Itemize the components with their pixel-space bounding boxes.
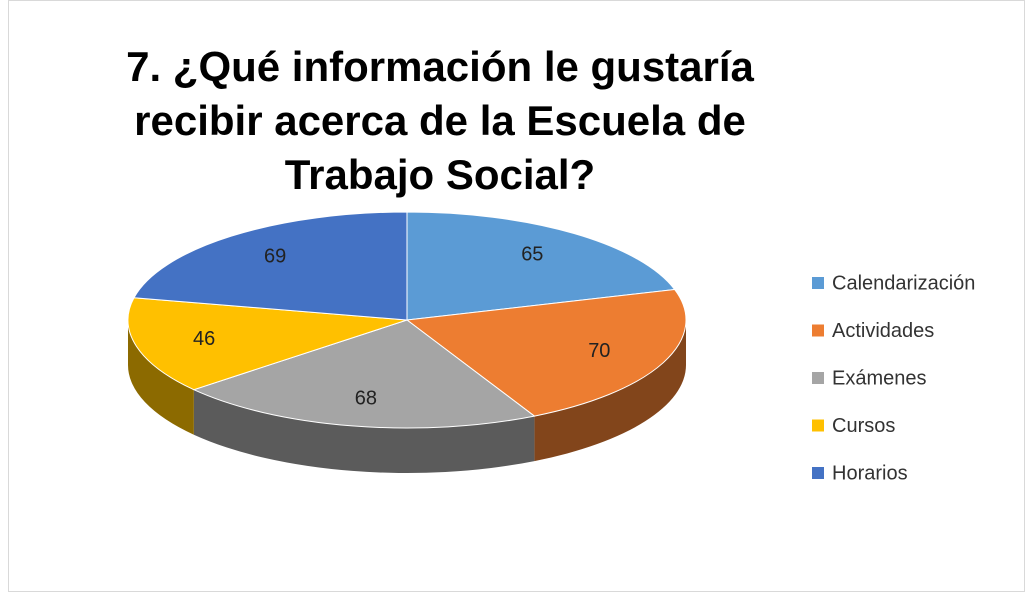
chart-frame [8, 0, 1025, 592]
pie-slice [133, 211, 408, 321]
chart-title: 7. ¿Qué información le gustaría recibir … [126, 43, 754, 198]
legend-swatch [812, 372, 824, 384]
pie-side [193, 389, 535, 473]
legend-label: Actividades [832, 320, 934, 342]
data-label: 69 [264, 245, 286, 267]
legend-swatch [812, 277, 824, 289]
data-label: 46 [193, 328, 215, 350]
pie-slice [406, 211, 676, 321]
legend-label: Cursos [832, 415, 895, 437]
legend-swatch [812, 324, 824, 337]
data-label: 68 [355, 388, 377, 410]
legend-label: Exámenes [832, 367, 927, 389]
pie-slice [127, 297, 408, 391]
legend-swatch [812, 467, 824, 479]
legend-swatch [812, 419, 824, 432]
data-label: 70 [588, 340, 610, 362]
legend-label: Calendarización [832, 272, 975, 294]
legend-label: Horarios [832, 462, 908, 484]
pie-side [128, 320, 194, 435]
pie-slice [405, 288, 687, 417]
pie-slice [192, 319, 536, 429]
data-label: 65 [521, 243, 543, 265]
pie-side [534, 320, 686, 462]
